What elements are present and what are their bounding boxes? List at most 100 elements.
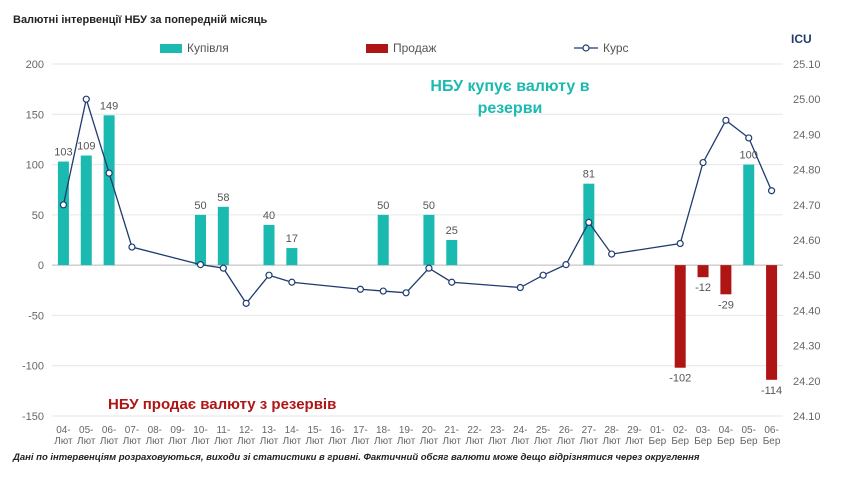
bar-data-label: 17 xyxy=(286,233,298,245)
legend-buy: Купівля xyxy=(160,41,229,55)
x-tick-label-month: Лют xyxy=(580,436,599,447)
bar-buy xyxy=(263,224,275,266)
rate-point xyxy=(219,264,227,272)
y-right-tick-label: 24.10 xyxy=(793,411,821,423)
legend-sell: Продаж xyxy=(366,41,436,55)
x-tick-label-day: 26- xyxy=(559,425,573,436)
y-left-tick-label: 100 xyxy=(26,160,44,172)
x-tick-label-day: 24- xyxy=(513,425,527,436)
footnote: Дані по інтервенціям розраховуються, вих… xyxy=(13,452,700,463)
x-tick-label-month: Лют xyxy=(625,436,644,447)
y-left-tick-label: 50 xyxy=(32,210,44,222)
x-tick-label-month: Лют xyxy=(54,436,73,447)
y-left-tick-label: 150 xyxy=(26,109,44,121)
rate-point xyxy=(585,218,593,226)
bar-buy xyxy=(57,161,69,266)
bar-sell xyxy=(766,265,778,380)
y-left-tick-label: 0 xyxy=(38,260,44,272)
rate-point xyxy=(105,169,113,177)
rate-point xyxy=(516,283,524,292)
x-tick-label-month: Лют xyxy=(305,436,324,447)
x-tick-label-month: Лют xyxy=(214,436,233,447)
rate-point xyxy=(745,134,753,142)
x-tick-label-month: Лют xyxy=(397,436,416,447)
x-tick-label-day: 05- xyxy=(742,425,756,436)
x-tick-label-day: 07- xyxy=(125,425,139,436)
x-tick-label-day: 06- xyxy=(102,425,116,436)
x-tick-label-day: 01- xyxy=(650,425,664,436)
bar-data-label: 109 xyxy=(77,141,95,153)
chart-title: Валютні інтервенції НБУ за попередній мі… xyxy=(13,14,268,26)
legend-rate-label: Курс xyxy=(603,41,629,55)
rate-point xyxy=(82,95,90,103)
x-tick-label-month: Бер xyxy=(671,436,689,447)
x-tick-label-month: Лют xyxy=(77,436,96,447)
x-tick-label-day: 02- xyxy=(673,425,687,436)
rate-point xyxy=(722,116,730,124)
y-right-tick-label: 24.80 xyxy=(793,165,821,177)
bar-data-label: 25 xyxy=(446,225,458,237)
x-tick-label-month: Бер xyxy=(740,436,758,447)
bar-data-label: 40 xyxy=(263,210,275,222)
x-tick-label-month: Лют xyxy=(443,436,462,447)
x-tick-label-day: 12- xyxy=(239,425,253,436)
bar-buy xyxy=(103,115,115,266)
rate-point xyxy=(265,271,273,279)
x-tick-label-month: Бер xyxy=(694,436,712,447)
x-tick-label-day: 11- xyxy=(216,425,230,436)
y-right-tick-label: 24.30 xyxy=(793,341,821,353)
rate-point xyxy=(128,243,136,251)
bar-buy xyxy=(80,155,92,266)
x-tick-label-month: Лют xyxy=(260,436,279,447)
bar-data-label: 81 xyxy=(583,169,595,181)
rate-point xyxy=(59,201,68,209)
rate-line xyxy=(62,96,773,305)
x-tick-label-day: 05- xyxy=(79,425,93,436)
x-tick-label-month: Лют xyxy=(488,436,507,447)
bar-data-label: -12 xyxy=(695,282,711,294)
rate-point xyxy=(356,285,364,293)
y-right-tick-label: 24.50 xyxy=(793,270,821,282)
bar-buy xyxy=(743,164,755,266)
bar-sell xyxy=(720,265,732,295)
x-tick-label-day: 25- xyxy=(536,425,550,436)
rate-point xyxy=(539,271,547,279)
bar-data-label: -114 xyxy=(761,385,782,397)
legend-sell-swatch xyxy=(366,43,388,53)
x-tick-label-day: 21- xyxy=(445,425,459,436)
x-tick-label-month: Бер xyxy=(649,436,667,447)
legend-rate-swatch xyxy=(574,44,598,52)
rate-point xyxy=(196,261,205,269)
y-right-tick-label: 24.60 xyxy=(793,235,821,247)
x-tick-label-month: Лют xyxy=(100,436,119,447)
rate-point xyxy=(676,239,684,248)
x-tick-label-day: 14- xyxy=(285,425,299,436)
y-right-tick-label: 25.00 xyxy=(793,94,821,106)
legend-rate: Курс xyxy=(574,41,629,55)
bar-sell xyxy=(697,265,709,278)
bar-data-label: 103 xyxy=(54,147,72,159)
y-right-tick-label: 24.20 xyxy=(793,376,821,388)
x-tick-label-day: 08- xyxy=(148,425,162,436)
x-tick-label-month: Бер xyxy=(717,436,735,447)
x-tick-label-day: 15- xyxy=(307,425,321,436)
x-tick-label-month: Лют xyxy=(465,436,484,447)
y-right-tick-label: 24.90 xyxy=(793,129,821,141)
legend-buy-label: Купівля xyxy=(187,41,229,55)
annotation-sell: НБУ продає валюту з резервів xyxy=(108,396,337,413)
x-tick-label-month: Лют xyxy=(146,436,165,447)
rate-point xyxy=(699,158,707,167)
rate-point xyxy=(288,278,296,286)
x-tick-label-day: 03- xyxy=(696,425,710,436)
y-right-tick-label: 24.70 xyxy=(793,200,821,212)
x-tick-label-day: 20- xyxy=(422,425,436,436)
x-tick-label-month: Лют xyxy=(191,436,210,447)
bar-buy xyxy=(377,214,389,266)
bar-data-label: 58 xyxy=(217,192,229,204)
bar-buy xyxy=(423,214,435,266)
x-tick-label-month: Лют xyxy=(237,436,256,447)
bar-buy xyxy=(286,248,298,266)
x-tick-label-day: 18- xyxy=(376,425,390,436)
bar-data-label: 149 xyxy=(100,100,118,112)
